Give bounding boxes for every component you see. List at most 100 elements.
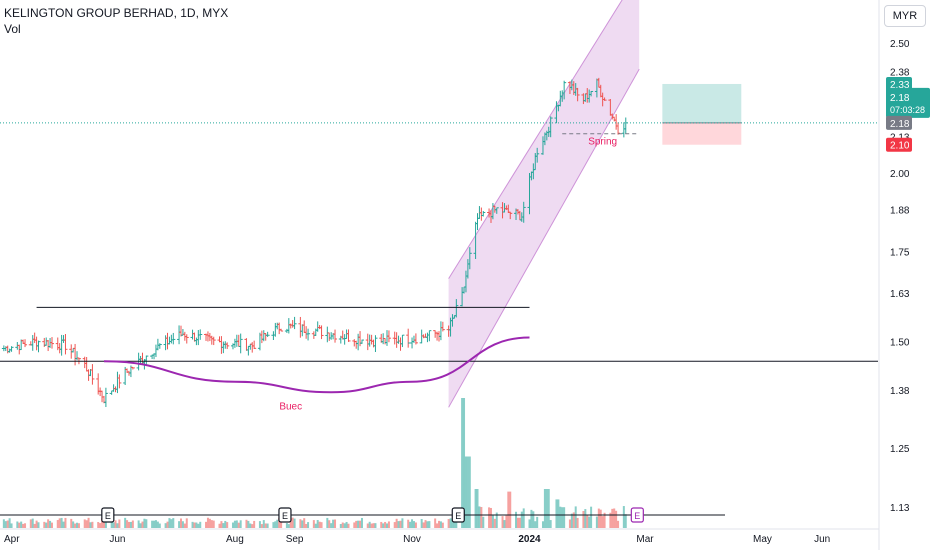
ohlc-bar — [300, 324, 305, 337]
ohlc-bar — [171, 332, 176, 345]
ohlc-bar — [354, 340, 359, 349]
ohlc-bar — [236, 334, 241, 347]
volume-bar — [407, 519, 410, 528]
volume-bar — [420, 519, 423, 528]
volume-bar — [168, 518, 171, 528]
volume-bar — [287, 524, 290, 528]
volume-bar — [87, 517, 90, 528]
volume-bar — [206, 517, 209, 528]
volume-bar — [35, 520, 38, 528]
ohlc-bar — [273, 322, 278, 337]
x-tick-label: Sep — [286, 534, 304, 545]
ohlc-bar — [612, 116, 617, 122]
volume-bar — [29, 519, 32, 528]
volume-bar — [110, 519, 113, 528]
ohlc-bar — [250, 342, 255, 353]
ohlc-bar — [265, 331, 270, 337]
volume-bar — [509, 491, 512, 528]
volume-bar — [151, 520, 154, 528]
ohlc-bar — [263, 333, 268, 341]
volume-bar — [185, 518, 188, 528]
volume-bar — [528, 519, 531, 528]
volume-bar — [193, 522, 196, 528]
volume-bar — [220, 521, 223, 528]
volume-bar — [50, 522, 53, 528]
countdown-timer: 07:03:28 — [890, 105, 925, 115]
ohlc-bar — [232, 338, 237, 348]
x-tick-label: Mar — [636, 534, 654, 545]
ohlc-bar — [386, 330, 391, 343]
ohlc-bar — [508, 211, 513, 220]
volume-bar — [251, 524, 254, 528]
ohlc-bar — [346, 329, 351, 342]
ohlc-bar — [433, 330, 438, 338]
volume-bar — [179, 518, 182, 528]
volume-bar — [441, 522, 444, 528]
currency-badge[interactable]: MYR — [884, 5, 926, 27]
volume-bar — [208, 518, 211, 528]
ohlc-bar — [165, 332, 170, 350]
volume-bar — [289, 518, 292, 528]
ohlc-bar — [117, 374, 122, 389]
volume-bar — [574, 506, 577, 528]
volume-bar — [258, 521, 261, 528]
ohlc-bar — [333, 329, 338, 343]
volume-bar — [570, 513, 573, 528]
ohlc-bar — [211, 336, 216, 346]
volume-bar — [474, 489, 477, 528]
ohlc-bar — [315, 321, 320, 332]
volume-bar — [489, 507, 492, 528]
ohlc-bar — [44, 337, 49, 346]
price-label-box — [886, 137, 912, 152]
volume-bar — [18, 522, 21, 528]
ohlc-bar — [306, 328, 311, 341]
volume-bar — [320, 522, 323, 528]
volume-bar — [572, 512, 575, 528]
volume-bar — [83, 519, 86, 528]
volume-bar — [116, 523, 119, 528]
volume-bar — [316, 520, 319, 528]
ohlc-bar — [614, 114, 619, 130]
volume-bar — [166, 521, 169, 528]
volume-indicator-label[interactable]: Vol — [4, 22, 21, 36]
volume-bar — [195, 522, 198, 528]
volume-bar — [341, 522, 344, 528]
price-label-box — [886, 115, 912, 130]
ohlc-bar — [359, 339, 364, 344]
ohlc-bar — [616, 122, 621, 135]
volume-bar — [205, 521, 208, 528]
ohlc-bar — [340, 330, 345, 340]
volume-bar — [91, 521, 94, 528]
volume-bar — [384, 521, 387, 528]
volume-bar — [555, 499, 558, 528]
last-price-box — [886, 87, 930, 118]
volume-bar — [476, 489, 479, 528]
volume-bar — [501, 516, 504, 528]
volume-bar — [522, 508, 525, 528]
volume-bar — [482, 516, 485, 528]
volume-bar — [357, 520, 360, 528]
ohlc-bar — [271, 331, 276, 341]
volume-bar — [6, 520, 9, 528]
volume-bar — [622, 506, 625, 528]
ohlc-bar — [5, 345, 10, 354]
volume-bar — [372, 523, 375, 528]
ohlc-bar — [438, 321, 443, 341]
volume-bar — [199, 521, 202, 528]
volume-bar — [561, 507, 564, 528]
ohlc-bar — [410, 337, 415, 349]
ohlc-bar — [115, 371, 120, 394]
volume-bar — [307, 522, 310, 528]
price-axis: 2.632.502.382.252.132.001.881.751.631.50… — [886, 9, 930, 514]
x-tick-label: May — [753, 534, 772, 545]
ohlc-bar — [75, 351, 80, 361]
volume-bar — [601, 516, 604, 528]
ohlc-bar — [109, 390, 114, 395]
volume-bar — [218, 523, 221, 528]
earnings-letter: E — [634, 511, 640, 521]
volume-bar — [239, 520, 242, 528]
y-tick-label: 1.50 — [890, 337, 910, 348]
ohlc-bar — [562, 80, 567, 100]
